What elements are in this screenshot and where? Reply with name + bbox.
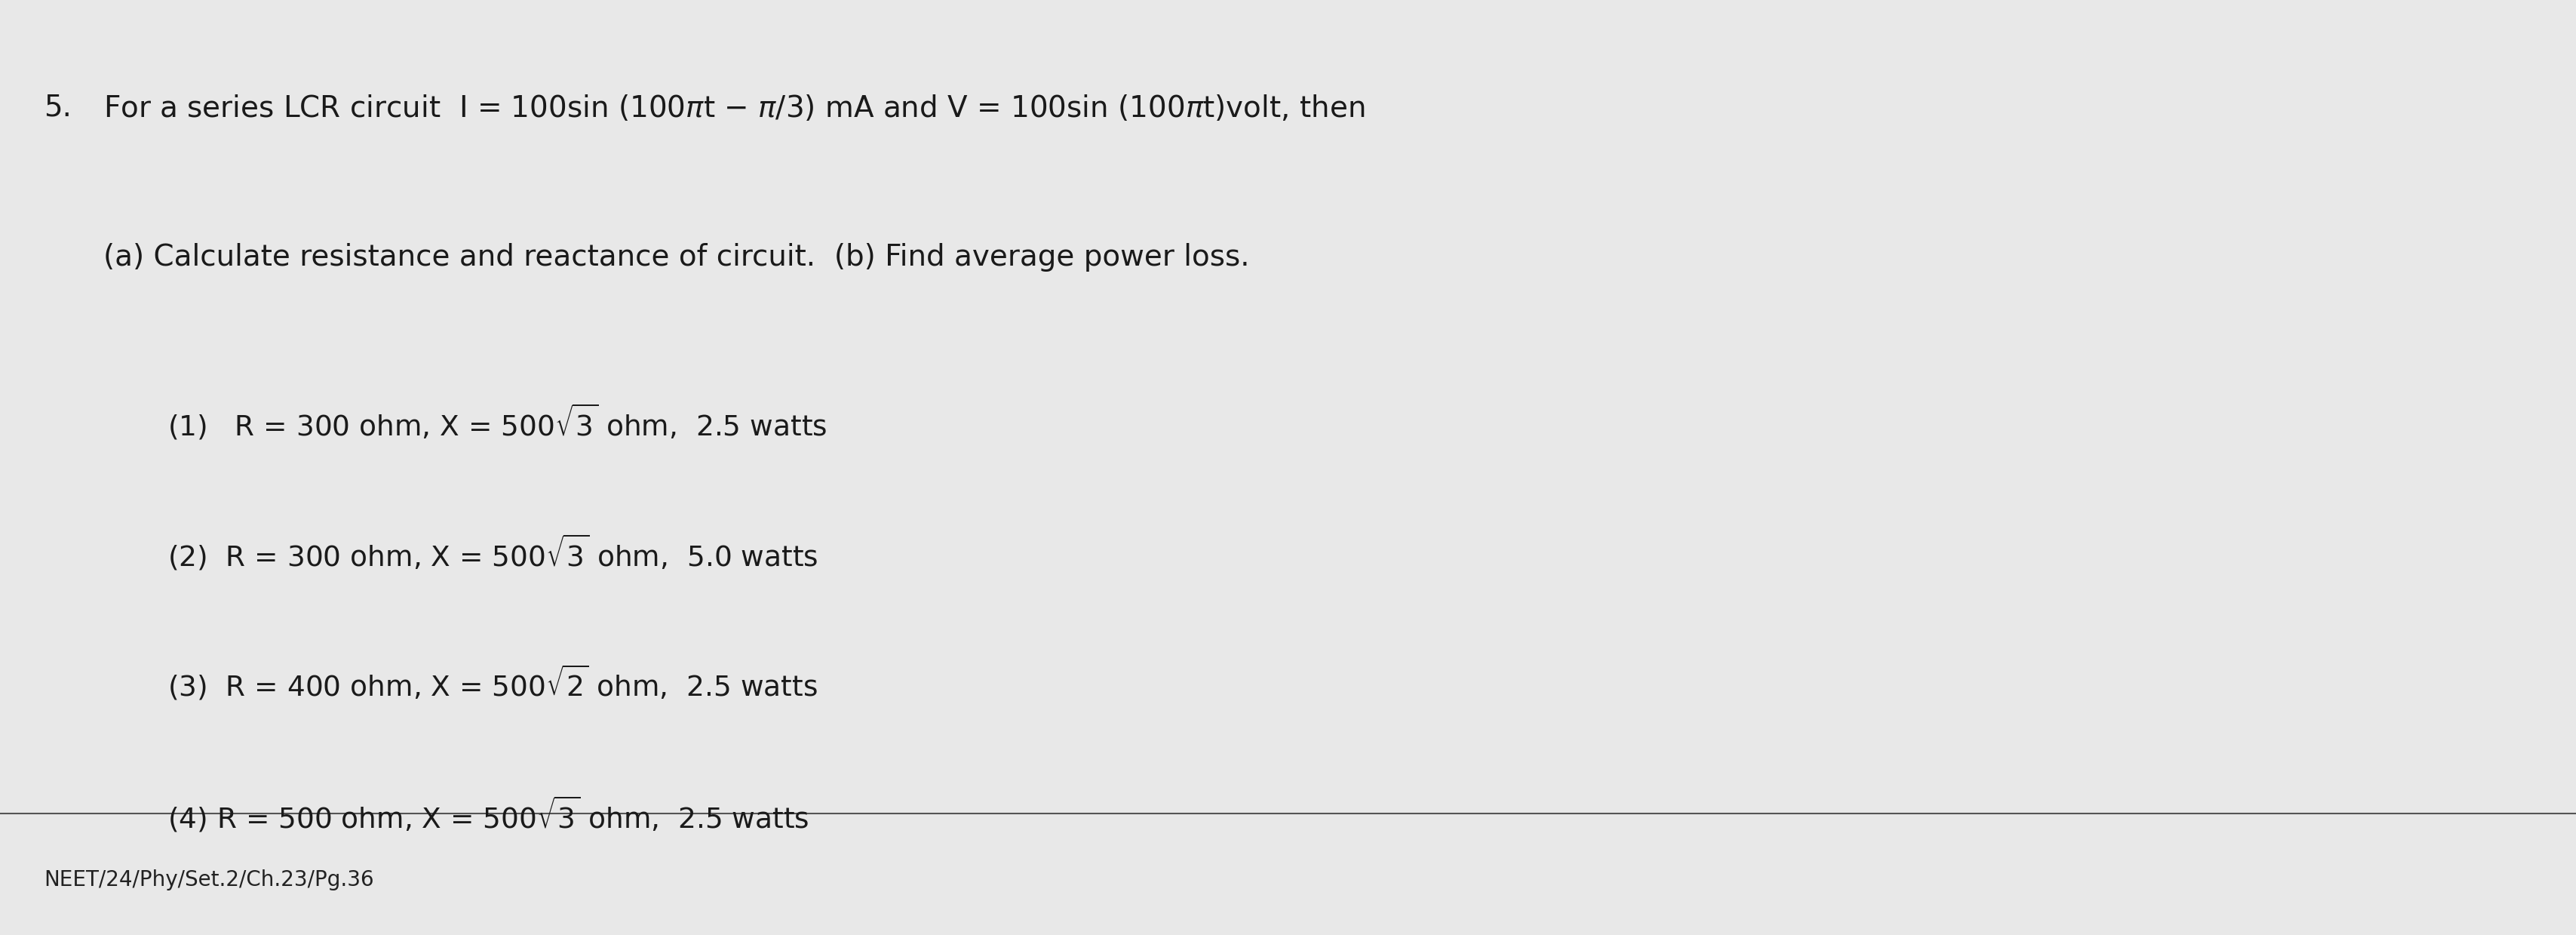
Text: (a) Calculate resistance and reactance of circuit.  (b) Find average power loss.: (a) Calculate resistance and reactance o… — [103, 243, 1249, 272]
Text: NEET/24/Phy/Set.2/Ch.23/Pg.36: NEET/24/Phy/Set.2/Ch.23/Pg.36 — [44, 870, 374, 891]
Text: (3)  R = 400 ohm, X = 500$\sqrt{2}$ ohm,  2.5 watts: (3) R = 400 ohm, X = 500$\sqrt{2}$ ohm, … — [167, 664, 817, 702]
Text: (1)   R = 300 ohm, X = 500$\sqrt{3}$ ohm,  2.5 watts: (1) R = 300 ohm, X = 500$\sqrt{3}$ ohm, … — [167, 402, 827, 441]
Text: (4) R = 500 ohm, X = 500$\sqrt{3}$ ohm,  2.5 watts: (4) R = 500 ohm, X = 500$\sqrt{3}$ ohm, … — [167, 795, 809, 834]
Text: For a series LCR circuit  I = 100sin (100$\pi$t $-$ $\pi$/3) mA and V = 100sin (: For a series LCR circuit I = 100sin (100… — [103, 94, 1365, 122]
Text: 5.: 5. — [44, 94, 72, 122]
Text: (2)  R = 300 ohm, X = 500$\sqrt{3}$ ohm,  5.0 watts: (2) R = 300 ohm, X = 500$\sqrt{3}$ ohm, … — [167, 533, 819, 572]
